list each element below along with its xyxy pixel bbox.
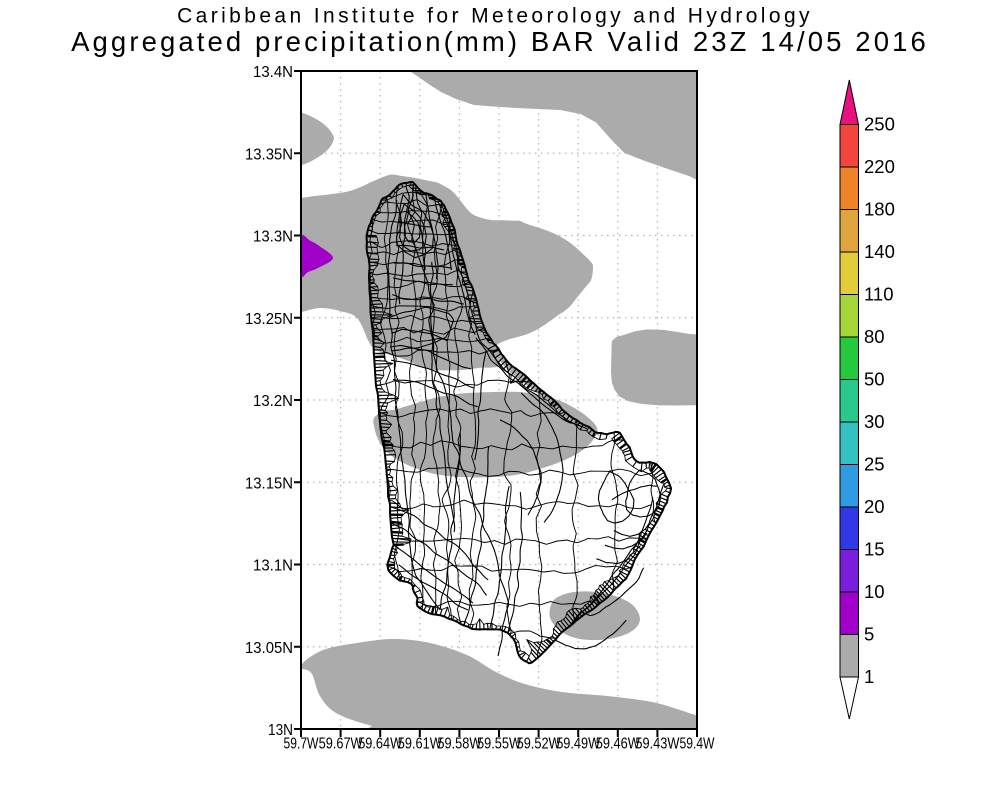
svg-text:59.64W: 59.64W bbox=[358, 736, 402, 753]
svg-text:13.25N: 13.25N bbox=[245, 311, 293, 328]
svg-text:59.58W: 59.58W bbox=[437, 736, 481, 753]
svg-text:59.55W: 59.55W bbox=[477, 736, 521, 753]
svg-text:13.05N: 13.05N bbox=[245, 640, 293, 657]
svg-text:1: 1 bbox=[864, 666, 874, 687]
svg-text:59.7W: 59.7W bbox=[284, 736, 319, 753]
svg-text:13.4N: 13.4N bbox=[253, 64, 293, 81]
svg-text:20: 20 bbox=[864, 496, 885, 517]
svg-text:180: 180 bbox=[864, 198, 895, 219]
svg-text:59.61W: 59.61W bbox=[398, 736, 442, 753]
svg-text:50: 50 bbox=[864, 368, 885, 389]
svg-text:13.35N: 13.35N bbox=[245, 146, 293, 163]
svg-text:250: 250 bbox=[864, 113, 895, 134]
svg-text:220: 220 bbox=[864, 156, 895, 177]
svg-text:13.3N: 13.3N bbox=[253, 229, 293, 246]
svg-text:15: 15 bbox=[864, 538, 885, 559]
svg-text:59.67W: 59.67W bbox=[319, 736, 363, 753]
svg-text:13N: 13N bbox=[268, 722, 293, 739]
svg-text:110: 110 bbox=[864, 283, 894, 304]
svg-text:5: 5 bbox=[864, 623, 874, 644]
svg-text:30: 30 bbox=[864, 411, 885, 432]
svg-text:59.49W: 59.49W bbox=[556, 736, 600, 753]
svg-text:59.43W: 59.43W bbox=[635, 736, 679, 753]
svg-text:140: 140 bbox=[864, 241, 895, 262]
svg-text:59.4W: 59.4W bbox=[680, 736, 715, 753]
svg-text:10: 10 bbox=[864, 581, 885, 602]
svg-text:13.15N: 13.15N bbox=[245, 475, 293, 492]
svg-text:Aggregated precipitation(mm) B: Aggregated precipitation(mm) BAR Valid 2… bbox=[71, 26, 929, 57]
svg-text:13.1N: 13.1N bbox=[253, 558, 293, 575]
svg-text:Caribbean Institute for Meteor: Caribbean Institute for Meteorology and … bbox=[177, 5, 813, 28]
svg-text:59.52W: 59.52W bbox=[517, 736, 561, 753]
svg-text:25: 25 bbox=[864, 453, 885, 474]
svg-text:13.2N: 13.2N bbox=[253, 393, 293, 410]
svg-text:59.46W: 59.46W bbox=[596, 736, 640, 753]
svg-text:80: 80 bbox=[864, 326, 885, 347]
